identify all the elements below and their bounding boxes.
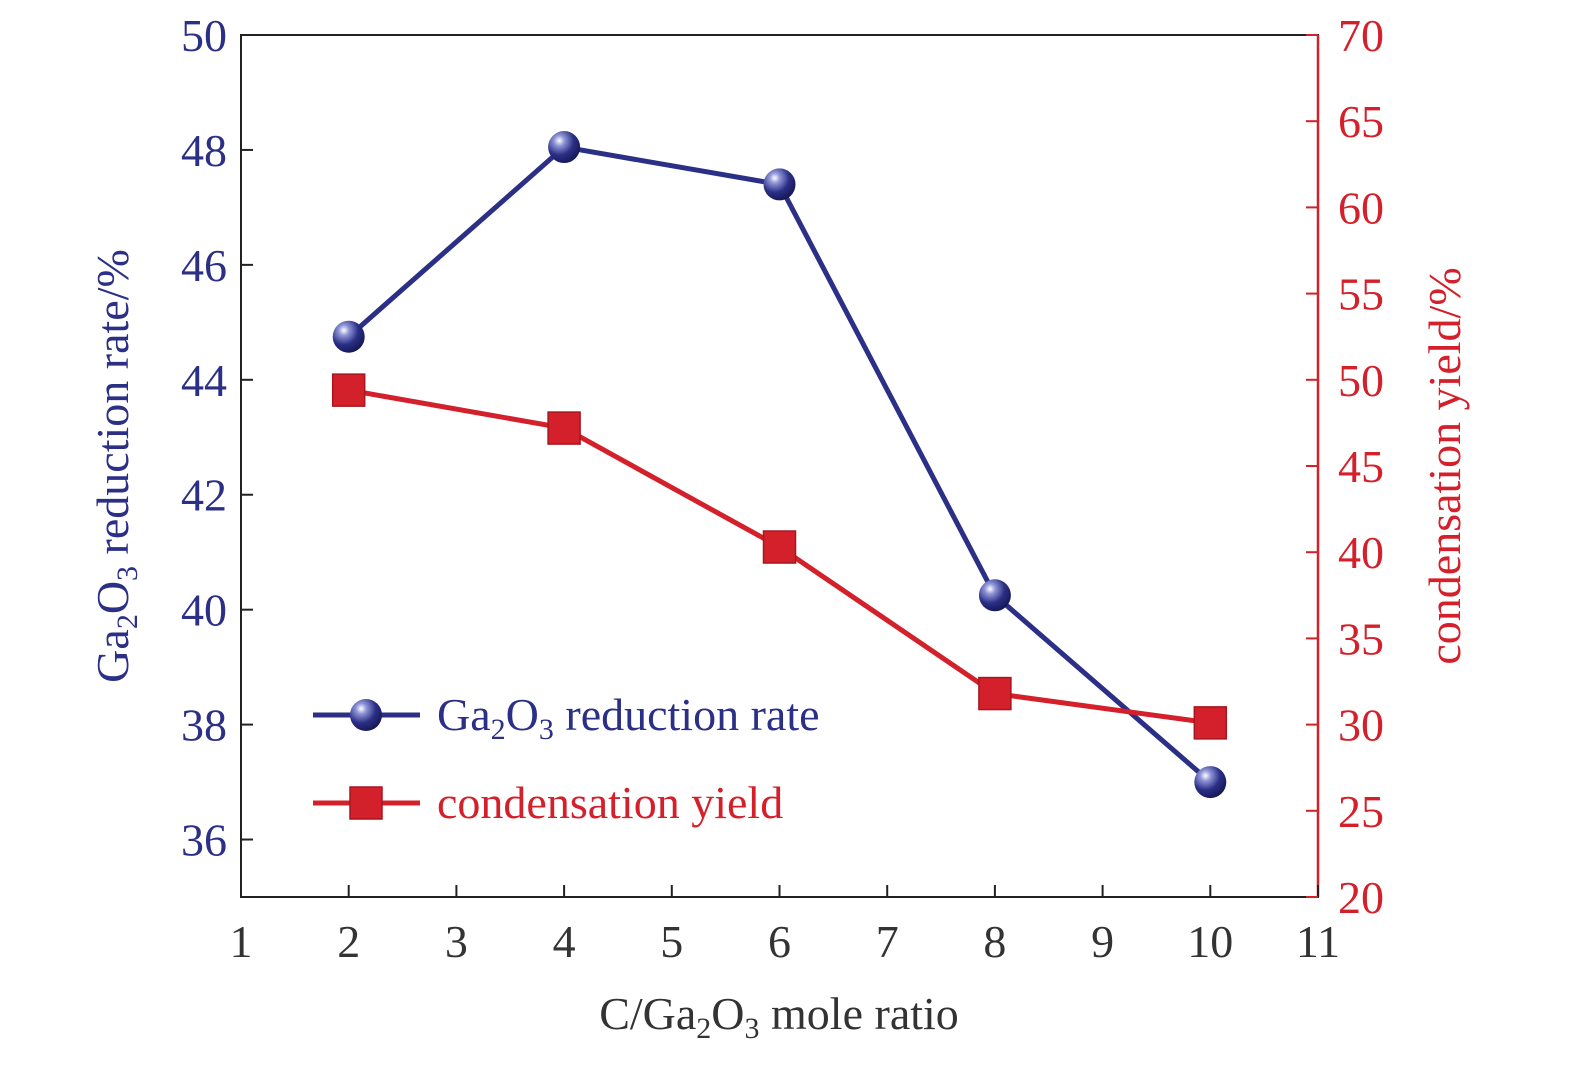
x-tick-label-3: 3	[445, 916, 468, 967]
right-tick-label-35: 35	[1338, 613, 1384, 664]
right-tick-label-50: 50	[1338, 355, 1384, 406]
left-tick-label-42: 42	[181, 470, 227, 521]
x-tick-label-11: 11	[1296, 916, 1340, 967]
left-axis-label: Ga2O3 reduction rate/%	[87, 249, 144, 683]
left-tick-label-50: 50	[181, 10, 227, 61]
legend-label-condensation-yield: condensation yield	[437, 777, 783, 828]
left-tick-label-48: 48	[181, 125, 227, 176]
point-condensation-yield-4	[547, 411, 581, 445]
point-condensation-yield-10	[1193, 706, 1228, 740]
series-line-reduction-rate	[347, 144, 1212, 784]
legend-marker-reduction-rate	[350, 699, 382, 731]
right-tick-label-30: 30	[1338, 700, 1384, 751]
right-axis-ticks: 20 25 30 35 40 45 50 55 60 65 70	[1306, 10, 1384, 923]
point-condensation-yield-6	[762, 530, 797, 564]
point-reduction-rate-6	[763, 168, 796, 201]
right-tick-label-60: 60	[1338, 182, 1384, 233]
legend-entry-condensation-yield: condensation yield	[313, 777, 783, 828]
legend-label-reduction-rate: Ga2O3 reduction rate	[437, 689, 820, 746]
x-axis-label: C/Ga2O3 mole ratio	[599, 988, 959, 1045]
left-tick-label-38: 38	[181, 700, 227, 751]
right-tick-label-70: 70	[1338, 10, 1384, 61]
x-tick-label-8: 8	[983, 916, 1006, 967]
x-tick-label-10: 10	[1187, 916, 1233, 967]
point-reduction-rate-10	[1194, 766, 1227, 799]
legend: Ga2O3 reduction rate condensation yield	[313, 689, 820, 828]
left-tick-label-44: 44	[181, 355, 227, 406]
x-tick-label-5: 5	[660, 916, 683, 967]
right-tick-label-40: 40	[1338, 527, 1384, 578]
left-tick-label-40: 40	[181, 585, 227, 636]
point-condensation-yield-8	[978, 676, 1012, 711]
right-tick-label-45: 45	[1338, 441, 1384, 492]
right-tick-label-20: 20	[1338, 872, 1384, 923]
x-axis-ticks: 1 2 3 4 5 6 7 8 9 10 11	[230, 885, 1340, 967]
series-layer	[331, 131, 1228, 799]
x-tick-label-9: 9	[1091, 916, 1114, 967]
point-reduction-rate-4	[548, 131, 581, 164]
left-tick-label-46: 46	[181, 240, 227, 291]
plot-frame	[240, 34, 1319, 898]
right-tick-label-25: 25	[1338, 786, 1384, 837]
point-reduction-rate-2	[332, 320, 365, 353]
right-tick-label-65: 65	[1338, 96, 1384, 147]
left-tick-label-36: 36	[181, 815, 227, 866]
legend-entry-reduction-rate: Ga2O3 reduction rate	[313, 689, 820, 746]
x-tick-label-2: 2	[337, 916, 360, 967]
x-tick-label-6: 6	[768, 916, 791, 967]
legend-marker-condensation-yield	[349, 786, 383, 820]
point-condensation-yield-2	[331, 373, 366, 407]
x-tick-label-1: 1	[230, 916, 253, 967]
right-tick-label-55: 55	[1338, 269, 1384, 320]
x-tick-label-7: 7	[876, 916, 899, 967]
left-axis-ticks: 36 38 40 42 44 46 48 50	[181, 10, 253, 866]
x-tick-label-4: 4	[553, 916, 576, 967]
right-axis-label: condensation yield/%	[1419, 267, 1470, 664]
point-reduction-rate-8	[978, 579, 1011, 612]
